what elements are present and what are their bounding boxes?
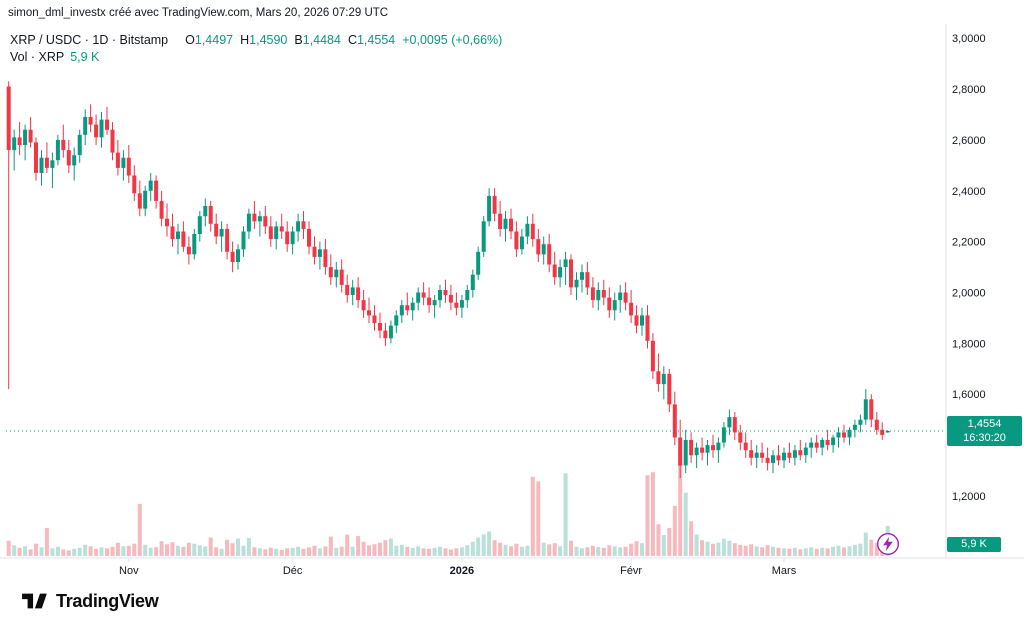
change-value: +0,0095 (+0,66%)	[402, 33, 503, 47]
bar-countdown: 16:30:20	[963, 432, 1006, 444]
last-price-badge: 1,4554 16:30:20	[947, 416, 1022, 446]
close-value: 1,4554	[356, 33, 396, 47]
tradingview-wordmark: TradingView	[56, 590, 159, 611]
legend-symbol-row: XRP / USDC · 1D · Bitstamp O1,4497 H1,4590…	[10, 32, 502, 49]
svg-text:Févr: Févr	[620, 565, 642, 577]
svg-text:1,6000: 1,6000	[952, 389, 986, 401]
svg-text:2,6000: 2,6000	[952, 135, 986, 147]
volume-value: 5,9 K	[70, 50, 100, 64]
svg-text:3,0000: 3,0000	[952, 33, 986, 45]
svg-text:1,8000: 1,8000	[952, 338, 986, 350]
last-price: 1,4554	[967, 418, 1002, 430]
lightning-icon	[876, 532, 900, 556]
volume-label: Vol · XRP	[10, 50, 65, 64]
chart-area: 3,0000 2,8000 2,6000 2,4000 2,2000 2,0000 1,80…	[0, 24, 1024, 580]
open-key: O	[185, 33, 195, 47]
attribution-text: simon_dml_investx créé avec TradingView.…	[8, 7, 389, 19]
tradingview-logo-icon	[22, 593, 47, 609]
volume-layer	[6, 461, 890, 556]
high-key: H	[240, 33, 250, 47]
chart-legend: XRP / USDC · 1D · Bitstamp O1,4497 H1,4590…	[10, 32, 502, 66]
boost-button[interactable]	[876, 532, 900, 556]
low-value: 1,4484	[302, 33, 341, 47]
legend-volume-row: Vol · XRP 5,9 K	[10, 49, 502, 66]
svg-text:2026: 2026	[450, 565, 474, 577]
candles-layer	[6, 81, 890, 479]
svg-text:2,8000: 2,8000	[952, 84, 986, 96]
svg-text:1,2000: 1,2000	[952, 491, 986, 503]
open-value: 1,4497	[194, 33, 234, 47]
svg-text:Déc: Déc	[283, 565, 303, 577]
svg-text:Mars: Mars	[772, 565, 797, 577]
symbol-label: XRP / USDC · 1D · Bitstamp	[10, 33, 169, 47]
low-key: B	[294, 33, 303, 47]
volume-axis-badge: 5,9 K	[947, 537, 1001, 552]
tradingview-logo[interactable]: TradingView	[20, 590, 159, 612]
svg-text:Nov: Nov	[119, 565, 139, 577]
high-value: 1,4590	[249, 33, 288, 47]
price-chart[interactable]: 3,0000 2,8000 2,6000 2,4000 2,2000 2,0000 1,80…	[0, 24, 1024, 580]
svg-text:2,4000: 2,4000	[952, 186, 986, 198]
close-key: C	[347, 33, 357, 47]
svg-text:2,0000: 2,0000	[952, 288, 986, 300]
svg-text:2,2000: 2,2000	[952, 237, 986, 249]
